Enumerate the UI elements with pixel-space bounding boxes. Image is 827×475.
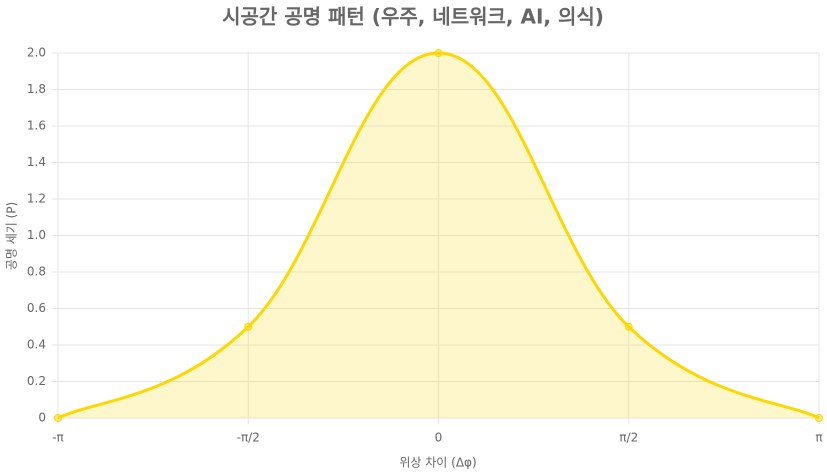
point: [815, 414, 823, 422]
point: [54, 414, 62, 422]
x-tick-label: 0: [435, 431, 443, 445]
y-tick-label: 0.8: [27, 265, 46, 279]
x-axis-label: 위상 차이 (Δφ): [399, 456, 476, 470]
point: [624, 322, 633, 331]
y-tick-label: 0.2: [27, 374, 46, 388]
y-tick-label: 1.6: [27, 119, 46, 133]
y-tick-label: 1.8: [27, 82, 46, 96]
x-tick-label: -π: [52, 431, 64, 445]
x-tick-label: π/2: [619, 431, 638, 445]
point: [434, 49, 443, 57]
y-tick-label: 0.4: [27, 338, 46, 352]
x-tick-label: π: [815, 431, 822, 445]
x-tick-label: -π/2: [237, 431, 260, 445]
point: [244, 322, 253, 331]
y-tick-label: 1.4: [27, 155, 46, 169]
y-tick-label: 2.0: [27, 46, 46, 60]
y-tick-label: 0: [38, 411, 46, 425]
y-axis-label: 공명 세기 (P): [5, 202, 19, 270]
chart-title: 시공간 공명 패턴 (우주, 네트워크, AI, 의식): [222, 5, 604, 29]
y-tick-label: 0.6: [27, 301, 46, 315]
y-tick-label: 1.0: [27, 228, 46, 242]
y-tick-label: 1.2: [27, 192, 46, 206]
